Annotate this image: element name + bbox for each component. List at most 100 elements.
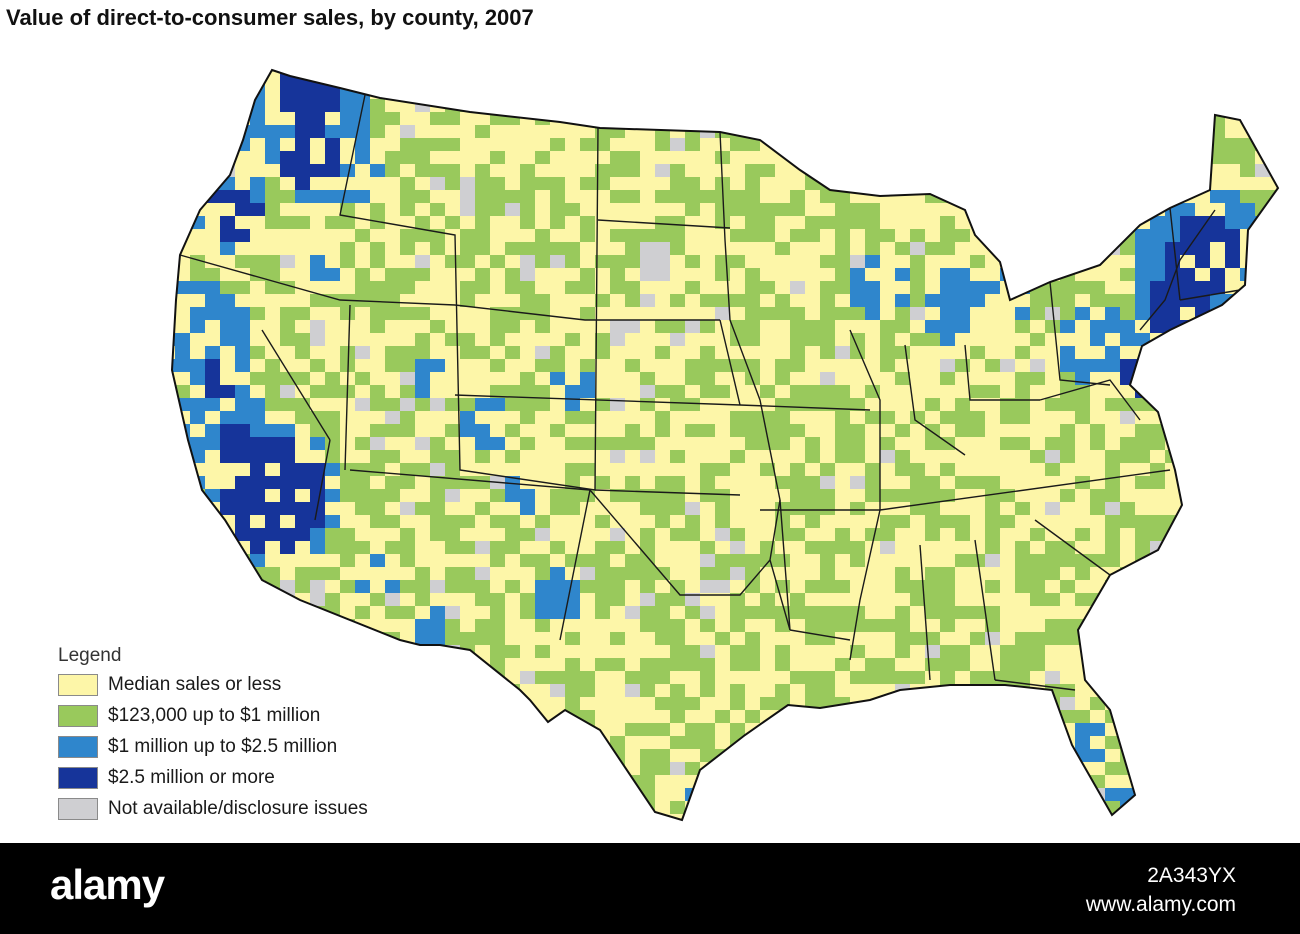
county-cell bbox=[820, 307, 835, 320]
county-cell bbox=[640, 671, 655, 684]
county-cell bbox=[295, 125, 310, 138]
county-cell bbox=[355, 502, 370, 515]
county-cell bbox=[880, 411, 895, 424]
county-cell bbox=[1150, 528, 1165, 541]
county-cell bbox=[835, 203, 850, 216]
county-cell bbox=[670, 229, 685, 242]
county-cell bbox=[1120, 593, 1135, 606]
legend-item: $123,000 up to $1 million bbox=[58, 700, 368, 731]
county-cell bbox=[835, 86, 850, 99]
county-cell bbox=[475, 424, 490, 437]
county-cell bbox=[910, 489, 925, 502]
county-cell bbox=[520, 398, 535, 411]
county-cell bbox=[1225, 255, 1240, 268]
county-cell bbox=[1135, 515, 1150, 528]
county-cell bbox=[1045, 762, 1060, 775]
county-cell bbox=[820, 827, 835, 830]
county-cell bbox=[445, 632, 460, 645]
county-cell bbox=[820, 606, 835, 619]
county-cell bbox=[325, 450, 340, 463]
county-cell bbox=[805, 619, 820, 632]
county-cell bbox=[895, 346, 910, 359]
county-cell bbox=[655, 164, 670, 177]
county-cell bbox=[430, 203, 445, 216]
county-cell bbox=[385, 801, 400, 814]
county-cell bbox=[715, 515, 730, 528]
county-cell bbox=[550, 827, 565, 830]
county-cell bbox=[400, 814, 415, 820]
county-cell bbox=[1165, 554, 1180, 567]
county-cell bbox=[1210, 697, 1225, 710]
county-cell bbox=[655, 125, 670, 138]
county-cell bbox=[940, 138, 955, 151]
county-cell bbox=[580, 307, 595, 320]
county-cell bbox=[850, 502, 865, 515]
county-cell bbox=[760, 697, 775, 710]
county-cell bbox=[925, 320, 940, 333]
county-cell bbox=[430, 398, 445, 411]
county-cell bbox=[910, 70, 925, 73]
county-cell bbox=[325, 268, 340, 281]
county-cell bbox=[295, 372, 310, 385]
county-cell bbox=[1135, 151, 1150, 164]
county-cell bbox=[1135, 70, 1150, 73]
county-cell bbox=[1270, 268, 1278, 281]
county-cell bbox=[1030, 801, 1045, 814]
county-cell bbox=[280, 99, 295, 112]
county-cell bbox=[205, 307, 220, 320]
county-cell bbox=[685, 398, 700, 411]
county-cell bbox=[1030, 593, 1045, 606]
county-cell bbox=[280, 476, 295, 489]
county-cell bbox=[1075, 593, 1090, 606]
county-cell bbox=[655, 268, 670, 281]
county-cell bbox=[745, 294, 760, 307]
county-cell bbox=[415, 697, 430, 710]
county-cell bbox=[565, 385, 580, 398]
county-cell bbox=[580, 385, 595, 398]
county-cell bbox=[430, 138, 445, 151]
county-cell bbox=[1045, 138, 1060, 151]
county-cell bbox=[1285, 775, 1300, 788]
county-cell bbox=[1015, 580, 1030, 593]
county-cell bbox=[760, 814, 775, 820]
county-cell bbox=[1240, 437, 1255, 450]
county-cell bbox=[790, 502, 805, 515]
county-cell bbox=[1135, 398, 1150, 411]
county-cell bbox=[220, 190, 235, 203]
county-cell bbox=[535, 73, 550, 86]
county-cell bbox=[1225, 398, 1240, 411]
county-cell bbox=[205, 268, 220, 281]
county-cell bbox=[310, 112, 325, 125]
county-cell bbox=[970, 164, 985, 177]
county-cell bbox=[310, 359, 325, 372]
county-cell bbox=[805, 229, 820, 242]
county-cell bbox=[550, 580, 565, 593]
county-cell bbox=[355, 151, 370, 164]
county-cell bbox=[1240, 775, 1255, 788]
county-cell bbox=[1075, 814, 1090, 820]
county-cell bbox=[1285, 723, 1300, 736]
county-cell bbox=[940, 593, 955, 606]
county-cell bbox=[1285, 801, 1300, 814]
county-cell bbox=[280, 450, 295, 463]
county-cell bbox=[1180, 619, 1195, 632]
county-cell bbox=[520, 736, 535, 749]
county-cell bbox=[1105, 632, 1120, 645]
county-cell bbox=[745, 554, 760, 567]
county-cell bbox=[820, 294, 835, 307]
county-cell bbox=[205, 437, 220, 450]
county-cell bbox=[850, 736, 865, 749]
county-cell bbox=[775, 73, 790, 86]
county-cell bbox=[1270, 125, 1278, 138]
county-cell bbox=[880, 320, 895, 333]
county-cell bbox=[1120, 320, 1135, 333]
county-cell bbox=[1210, 294, 1225, 307]
county-cell bbox=[1255, 554, 1270, 567]
county-cell bbox=[715, 502, 730, 515]
county-cell bbox=[580, 580, 595, 593]
legend-item: Median sales or less bbox=[58, 669, 368, 700]
county-cell bbox=[970, 411, 985, 424]
county-cell bbox=[625, 164, 640, 177]
county-cell bbox=[820, 502, 835, 515]
county-cell bbox=[1285, 398, 1300, 411]
